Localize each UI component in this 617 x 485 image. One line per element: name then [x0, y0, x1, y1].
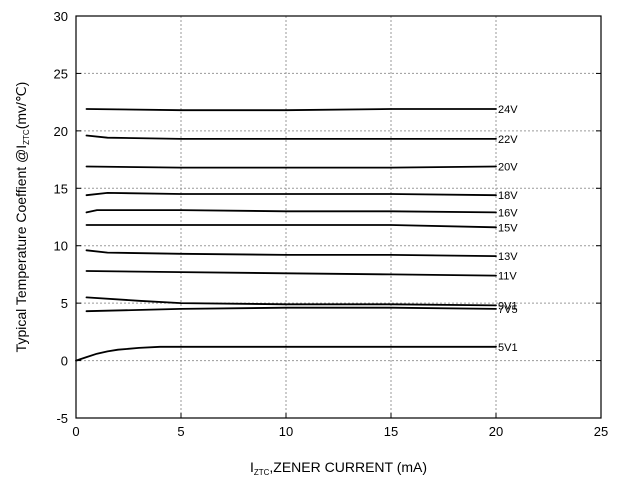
- series-line-7V5: [85, 306, 497, 313]
- series-label-7V5: 7V5: [498, 304, 518, 316]
- series-line-13V: [85, 249, 497, 258]
- series-label-20V: 20V: [498, 161, 518, 173]
- series-line-16V: [85, 209, 497, 214]
- series-line-15V: [85, 224, 497, 229]
- x-tick-label-4: 20: [489, 424, 503, 439]
- y-axis-title: Typical Temperature Coeffient @IZTC(mv/℃…: [13, 82, 31, 353]
- x-tick-label-1: 5: [177, 424, 184, 439]
- series-line-18V: [85, 191, 497, 197]
- x-axis-title: IZTC,ZENER CURRENT (mA): [250, 459, 427, 477]
- series-label-24V: 24V: [498, 104, 518, 116]
- series-line-11V: [85, 270, 497, 277]
- y-tick-label-7: 30: [54, 9, 68, 24]
- series-label-22V: 22V: [498, 134, 518, 146]
- series-line-22V: [85, 134, 497, 140]
- series-label-15V: 15V: [498, 222, 518, 234]
- grid: [76, 16, 601, 418]
- x-tick-label-5: 25: [594, 424, 608, 439]
- y-tick-label-2: 5: [61, 296, 68, 311]
- y-axis-title-suffix: (mv/℃): [13, 82, 29, 130]
- y-tick-label-4: 15: [54, 181, 68, 196]
- series-line-24V: [85, 108, 497, 112]
- series-label-16V: 16V: [498, 207, 518, 219]
- x-tick-label-0: 0: [72, 424, 79, 439]
- y-tick-label-1: 0: [61, 354, 68, 369]
- x-tick-label-2: 10: [279, 424, 293, 439]
- series-line-5V1: [75, 345, 497, 362]
- series-label-5V1: 5V1: [498, 342, 518, 354]
- x-tick-label-3: 15: [384, 424, 398, 439]
- series-label-9V1: 9V1: [498, 300, 518, 312]
- series-line-20V: [85, 165, 497, 169]
- series-label-18V: 18V: [498, 190, 518, 202]
- x-axis-title-suffix: ,ZENER CURRENT (mA): [269, 459, 427, 475]
- y-axis-title-prefix: Typical Temperature Coeffient @I: [13, 145, 29, 352]
- x-axis-title-subscript: ZTC: [254, 468, 270, 477]
- plot-frame: [75, 15, 602, 419]
- y-tick-label-3: 10: [54, 239, 68, 254]
- axis-ticks: 0 5 10 15 20 25 -5 0 5 10 15 20 25 30: [54, 9, 609, 439]
- x-axis-title-prefix: I: [250, 459, 254, 475]
- y-tick-label-5: 20: [54, 124, 68, 139]
- series-line-9V1: [85, 296, 497, 307]
- y-axis-title-subscript: ZTC: [22, 129, 31, 145]
- y-tick-label-0: -5: [56, 411, 68, 426]
- series-lines: [75, 108, 497, 362]
- series-label-11V: 11V: [498, 271, 517, 283]
- series-label-13V: 13V: [498, 251, 518, 263]
- y-tick-label-6: 25: [54, 66, 68, 81]
